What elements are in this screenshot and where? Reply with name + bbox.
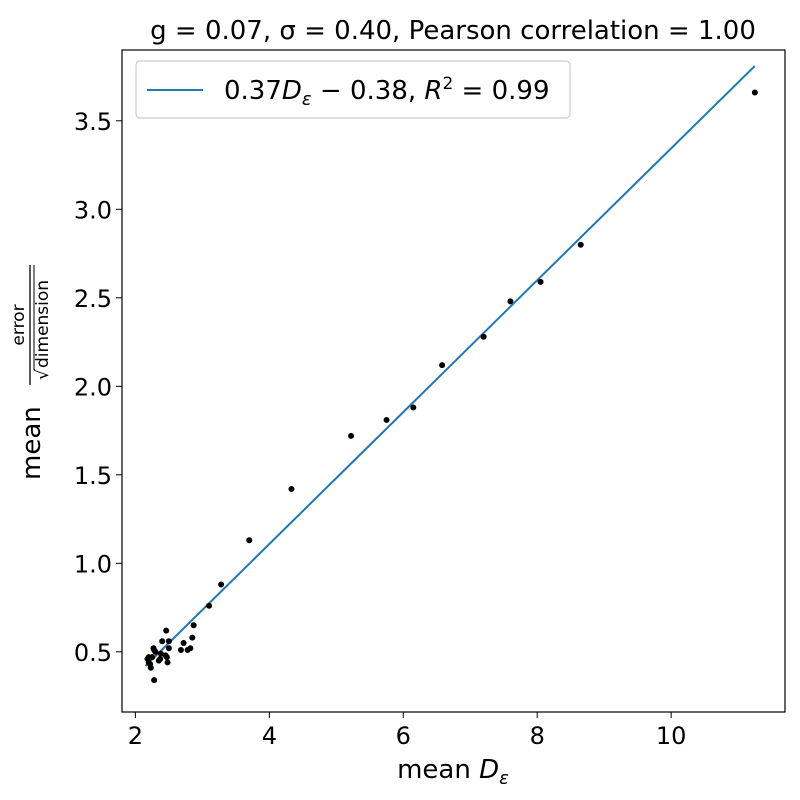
data-point — [155, 657, 162, 664]
y-tick-label: 1.0 — [74, 550, 112, 578]
y-tick-label: 2.5 — [74, 285, 112, 313]
data-point — [189, 634, 196, 641]
svg-text:dimension: dimension — [33, 280, 53, 368]
data-point — [162, 652, 169, 659]
data-point — [218, 581, 225, 588]
data-point — [577, 241, 584, 248]
data-point — [246, 537, 253, 544]
data-point — [383, 416, 390, 423]
data-point — [288, 485, 295, 492]
legend: 0.37Dε − 0.38, R2 = 0.99 — [135, 60, 571, 119]
data-point — [751, 89, 758, 96]
x-tick-label: 8 — [530, 722, 545, 750]
x-tick-label: 4 — [262, 722, 277, 750]
x-axis-label: mean Dε — [397, 755, 509, 789]
data-point — [480, 333, 487, 340]
svg-text:√: √ — [33, 369, 53, 380]
data-point — [163, 627, 170, 634]
svg-text:mean: mean — [17, 406, 47, 480]
data-point — [410, 404, 417, 411]
fit-line — [144, 65, 756, 667]
data-point — [190, 622, 197, 629]
data-point — [507, 298, 514, 305]
data-point — [177, 647, 184, 654]
data-point — [206, 602, 213, 609]
x-tick-label: 6 — [396, 722, 411, 750]
data-point — [164, 659, 171, 666]
data-point — [348, 432, 355, 439]
y-tick-label: 1.5 — [74, 462, 112, 490]
data-point — [537, 278, 544, 285]
plot-frame — [121, 49, 786, 713]
chart-title: g = 0.07, σ = 0.40, Pearson correlation … — [150, 16, 756, 46]
data-point — [165, 638, 172, 645]
data-point — [165, 645, 172, 652]
data-point — [157, 650, 164, 657]
legend-entry-fit-line: 0.37Dε − 0.38, R2 = 0.99 — [224, 74, 550, 110]
y-tick-label: 0.5 — [74, 639, 112, 667]
data-point — [144, 655, 151, 662]
data-point — [180, 639, 187, 646]
data-point — [159, 638, 166, 645]
svg-text:error: error — [9, 304, 29, 345]
y-axis: 0.5 1.0 1.5 2.0 2.5 3.0 3.5 — [74, 108, 122, 667]
y-tick-label: 3.0 — [74, 196, 112, 224]
legend-box — [135, 60, 571, 119]
y-tick-label: 3.5 — [74, 108, 112, 136]
data-point — [439, 362, 446, 369]
data-point — [151, 677, 158, 684]
x-tick-label: 2 — [128, 722, 143, 750]
data-point — [184, 647, 191, 654]
y-axis-label: mean error √ dimension — [9, 265, 53, 480]
x-tick-label: 10 — [656, 722, 687, 750]
data-point — [150, 645, 157, 652]
plot-area — [144, 65, 758, 684]
x-axis: 2 4 6 8 10 — [128, 712, 687, 750]
y-tick-label: 2.0 — [74, 373, 112, 401]
